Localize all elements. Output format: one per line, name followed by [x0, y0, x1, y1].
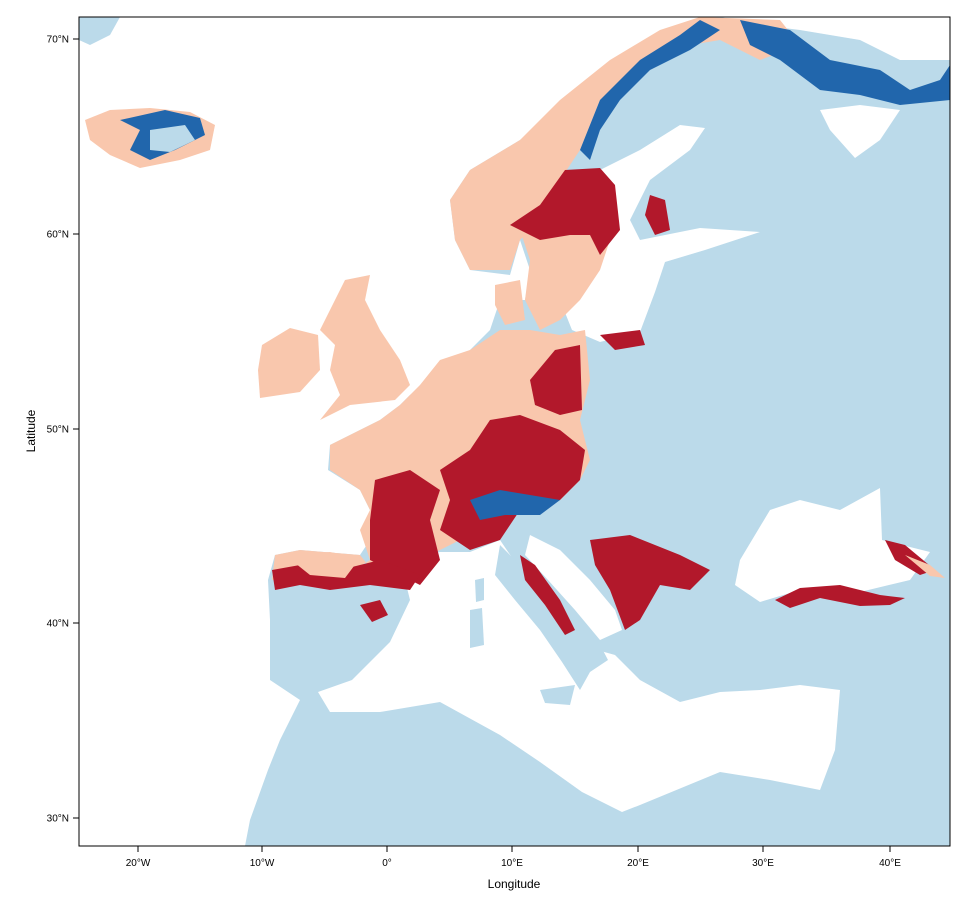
norway-blue — [580, 20, 720, 160]
apennines-red — [520, 555, 575, 635]
x-axis: 20°W 10°W 0° 10°E 20°E 30°E 40°E — [126, 846, 901, 869]
barents-sea — [720, 17, 950, 60]
iberia-north-peach — [285, 552, 360, 578]
caucasus-peach — [905, 555, 945, 578]
sweden-red — [510, 168, 620, 255]
great-britain — [320, 275, 410, 420]
x-tick-label: 0° — [382, 858, 392, 869]
x-tick-label: 20°W — [126, 858, 151, 869]
central-red — [440, 415, 585, 550]
france-red — [370, 470, 440, 585]
corsica — [475, 578, 484, 602]
x-tick-label: 10°E — [501, 858, 523, 869]
y-axis: 70°N 60°N 50°N 40°N 30°N — [47, 35, 79, 825]
sicily — [540, 685, 575, 705]
adriatic-sea — [525, 535, 622, 640]
balkans-red — [590, 535, 710, 630]
y-tick-label: 60°N — [47, 230, 69, 241]
x-tick-label: 20°E — [627, 858, 649, 869]
plot-frame — [78, 16, 951, 847]
y-axis-title: Latitude — [24, 409, 38, 452]
central-europe-peach — [272, 330, 590, 585]
italy — [495, 545, 608, 690]
black-sea — [735, 488, 930, 602]
y-tick-label: 30°N — [47, 814, 69, 825]
baltic-sea — [560, 125, 760, 342]
sweden-south-peach — [520, 215, 610, 330]
map-layers — [79, 17, 950, 846]
x-tick-label: 10°W — [250, 858, 275, 869]
x-axis-title: Longitude — [488, 877, 541, 891]
finland-red — [645, 195, 670, 235]
turkey-red — [775, 585, 905, 608]
sardinia — [470, 608, 484, 648]
x-tick-label: 40°E — [879, 858, 901, 869]
ireland — [258, 328, 320, 398]
white-sea — [820, 105, 900, 158]
iceland-interior — [150, 125, 195, 152]
y-tick-label: 70°N — [47, 35, 69, 46]
ebro-red — [360, 600, 388, 622]
y-tick-label: 40°N — [47, 619, 69, 630]
baltics-red — [600, 330, 645, 350]
y-tick-label: 50°N — [47, 425, 69, 436]
poland-red — [530, 345, 582, 415]
lapland-blue — [740, 20, 950, 105]
denmark-peach — [495, 280, 525, 325]
atlantic-ocean — [79, 17, 700, 846]
x-tick-label: 30°E — [752, 858, 774, 869]
greenland-coast — [79, 17, 120, 45]
alps-blue — [470, 490, 560, 520]
